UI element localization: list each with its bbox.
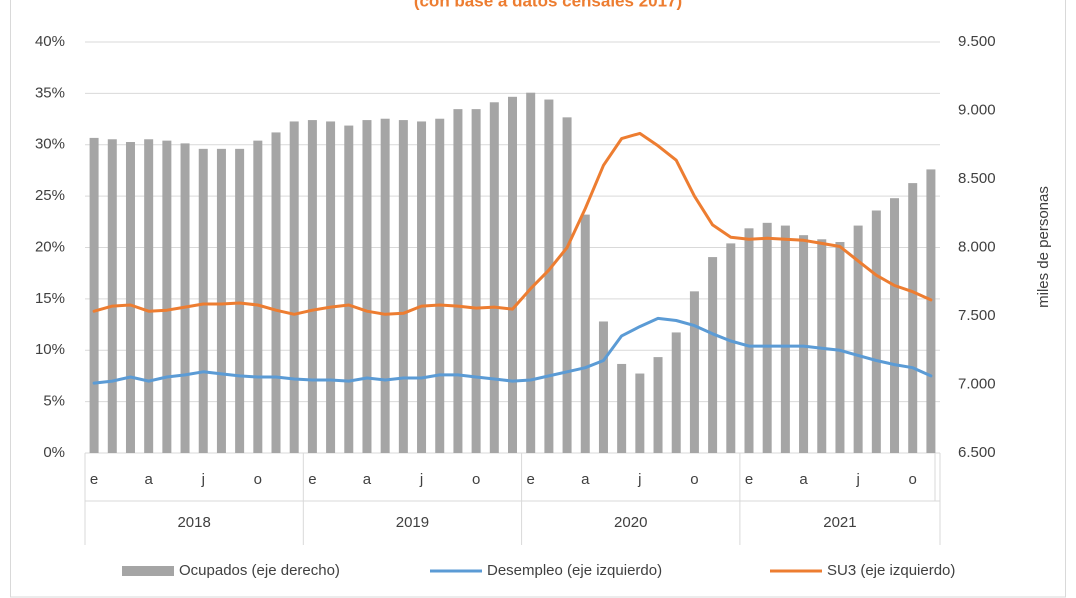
x-group-label: 2021 <box>823 514 856 531</box>
bar <box>653 357 663 453</box>
x-tick-label: j <box>855 471 859 488</box>
x-tick-label: j <box>201 471 205 488</box>
bar <box>162 140 172 453</box>
x-tick-label: o <box>690 471 698 488</box>
bar <box>871 210 881 453</box>
bar <box>289 121 299 454</box>
x-tick-label: a <box>363 471 372 488</box>
y2-tick-label: 8.500 <box>958 170 996 187</box>
bar <box>762 222 772 453</box>
bar <box>689 291 699 453</box>
y2-tick-label: 6.500 <box>958 444 996 461</box>
bar <box>180 143 190 453</box>
bar <box>453 109 463 453</box>
y-tick-label: 35% <box>35 84 65 101</box>
bar <box>344 125 354 453</box>
line <box>92 131 933 316</box>
bar <box>708 257 718 453</box>
legend-label: Ocupados (eje derecho) <box>179 562 340 579</box>
legend-swatch <box>122 566 174 576</box>
y2-tick-label: 7.500 <box>958 307 996 324</box>
y2-tick-label: 8.000 <box>958 238 996 255</box>
chart-title: (con base a datos censales 2017) <box>414 0 682 10</box>
bar <box>107 139 117 453</box>
bar <box>216 148 226 454</box>
bar <box>853 225 863 453</box>
y-tick-label: 25% <box>35 187 65 204</box>
bar <box>362 120 372 453</box>
bar <box>398 120 408 453</box>
y2-tick-label: 7.000 <box>958 375 996 392</box>
bar <box>271 132 281 454</box>
bar <box>307 120 317 453</box>
x-tick-label: o <box>909 471 917 488</box>
bar <box>799 235 809 453</box>
bar <box>890 198 900 453</box>
bar <box>489 102 499 453</box>
x-tick-label: e <box>308 471 316 488</box>
chart-frame <box>10 0 1066 598</box>
x-tick-label: a <box>799 471 808 488</box>
legend-label: Desempleo (eje izquierdo) <box>487 562 662 579</box>
bar <box>744 228 754 453</box>
x-tick-label: a <box>144 471 153 488</box>
legend-label: SU3 (eje izquierdo) <box>827 562 955 579</box>
bar <box>380 118 390 453</box>
bar <box>326 121 336 454</box>
x-group-label: 2020 <box>614 514 647 531</box>
bar <box>580 214 590 453</box>
bar <box>671 332 681 453</box>
bar <box>635 373 645 453</box>
x-tick-label: e <box>745 471 753 488</box>
y-tick-label: 5% <box>43 393 65 410</box>
bar <box>235 148 245 454</box>
y-tick-label: 30% <box>35 136 65 153</box>
bar <box>926 169 936 453</box>
x-tick-label: o <box>254 471 262 488</box>
y2-tick-label: 9.000 <box>958 101 996 118</box>
y2-axis-label: miles de personas <box>1035 186 1052 308</box>
bar <box>198 148 208 454</box>
x-group-label: 2018 <box>177 514 210 531</box>
x-tick-label: o <box>472 471 480 488</box>
y-tick-label: 10% <box>35 341 65 358</box>
bar <box>435 118 445 453</box>
bar <box>617 363 627 453</box>
bar <box>508 96 517 454</box>
bar <box>125 142 135 453</box>
x-tick-label: j <box>637 471 641 488</box>
x-tick-label: e <box>527 471 535 488</box>
bar <box>780 225 790 453</box>
y-tick-label: 20% <box>35 238 65 255</box>
bar <box>526 92 536 453</box>
x-tick-label: e <box>90 471 98 488</box>
bar <box>598 321 608 453</box>
bar <box>253 140 263 453</box>
bar <box>144 139 154 453</box>
bar <box>417 121 427 454</box>
bar <box>89 137 99 453</box>
y2-tick-label: 9.500 <box>958 33 996 50</box>
y-tick-label: 15% <box>35 290 65 307</box>
y-tick-label: 0% <box>43 444 65 461</box>
bar <box>908 183 918 454</box>
bar <box>817 239 827 453</box>
bar <box>562 117 572 453</box>
x-tick-label: j <box>419 471 423 488</box>
bar <box>471 109 481 453</box>
x-group-label: 2019 <box>396 514 429 531</box>
x-tick-label: a <box>581 471 590 488</box>
bar <box>726 243 736 453</box>
bar <box>544 99 554 453</box>
y-tick-label: 40% <box>35 33 65 50</box>
line <box>92 316 933 385</box>
bar <box>835 242 845 453</box>
